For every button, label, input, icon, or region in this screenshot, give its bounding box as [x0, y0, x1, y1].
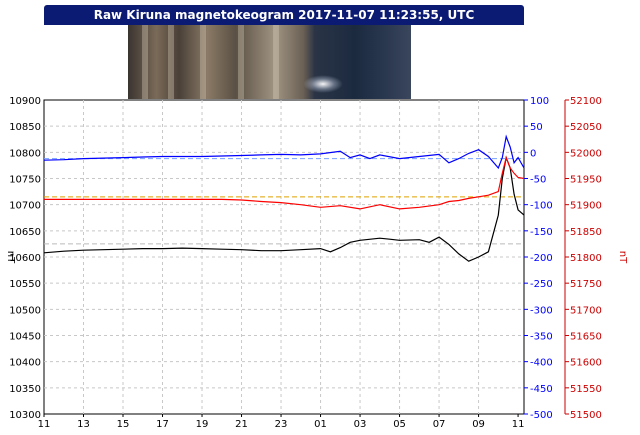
- right-red-tick-label: 52050: [570, 122, 602, 133]
- keogram-image: [128, 25, 411, 99]
- right-red-tick-label: 51650: [570, 332, 602, 343]
- left-tick-label: 10600: [9, 253, 41, 264]
- keogram-streak: [273, 25, 279, 99]
- left-tick-label: 10450: [9, 332, 41, 343]
- right-red-tick-label: 51850: [570, 227, 602, 238]
- left-tick-label: 10550: [9, 279, 41, 290]
- x-tick-label: 03: [354, 419, 367, 430]
- left-tick-label: 10750: [9, 175, 41, 186]
- x-tick-label: 19: [196, 419, 209, 430]
- left-tick-label: 10500: [9, 305, 41, 316]
- left-axis-label: nT: [5, 251, 16, 264]
- right-blue-tick-label: -250: [530, 279, 553, 290]
- x-tick-label: 01: [314, 419, 327, 430]
- right-blue-tick-label: -450: [530, 384, 553, 395]
- right-blue-tick-label: 100: [530, 96, 549, 107]
- x-tick-label: 07: [433, 419, 446, 430]
- left-tick-label: 10300: [9, 410, 41, 421]
- keogram-streak: [200, 25, 206, 99]
- x-tick-label: 11: [38, 419, 51, 430]
- right-blue-tick-label: -300: [530, 305, 553, 316]
- right-red-tick-label: 52100: [570, 96, 602, 107]
- right-blue-tick-label: -100: [530, 201, 553, 212]
- x-tick-label: 17: [156, 419, 169, 430]
- axes: 10900 100 52100 10850 50 52050 10800 0 52000 1075…: [5, 96, 628, 430]
- data-series: [43, 134, 525, 262]
- right-blue-tick-label: 50: [530, 122, 543, 133]
- series-line-left: [43, 155, 525, 262]
- left-tick-label: 10650: [9, 227, 41, 238]
- right-red-tick-label: 51750: [570, 279, 602, 290]
- right-blue-tick-label: -150: [530, 227, 553, 238]
- x-tick-label: 23: [275, 419, 288, 430]
- right-red-tick-label: 51900: [570, 201, 602, 212]
- left-tick-label: 10850: [9, 122, 41, 133]
- right-red-tick-label: 51700: [570, 305, 602, 316]
- keogram-streak: [238, 25, 244, 99]
- left-tick-label: 10900: [9, 96, 41, 107]
- right-red-tick-label: 52000: [570, 148, 602, 159]
- keogram-glow: [303, 75, 343, 93]
- right-red-axis-label: nT: [617, 251, 628, 264]
- x-tick-label: 11: [512, 419, 525, 430]
- keogram-streak: [142, 25, 148, 99]
- right-blue-tick-label: -400: [530, 358, 553, 369]
- keogram-streak: [168, 25, 174, 99]
- right-red-tick-label: 51600: [570, 358, 602, 369]
- right-blue-tick-label: -200: [530, 253, 553, 264]
- x-tick-label: 05: [393, 419, 406, 430]
- chart-title: Raw Kiruna magnetokeogram 2017-11-07 11:…: [44, 5, 524, 25]
- right-red-tick-label: 51550: [570, 384, 602, 395]
- right-red-tick-label: 51800: [570, 253, 602, 264]
- x-tick-label: 13: [77, 419, 90, 430]
- right-blue-tick-label: 0: [530, 148, 536, 159]
- series-line-right_blue: [43, 134, 525, 170]
- x-tick-label: 09: [472, 419, 485, 430]
- right-blue-tick-label: -350: [530, 332, 553, 343]
- x-tick-label: 15: [117, 419, 130, 430]
- series-line-right_red: [44, 155, 525, 210]
- grid-lines: [44, 100, 524, 414]
- right-blue-tick-label: -500: [530, 410, 553, 421]
- left-tick-label: 10400: [9, 358, 41, 369]
- x-tick-label: 21: [235, 419, 248, 430]
- left-tick-label: 10800: [9, 148, 41, 159]
- right-red-tick-label: 51950: [570, 175, 602, 186]
- left-tick-label: 10350: [9, 384, 41, 395]
- right-red-tick-label: 51500: [570, 410, 602, 421]
- right-blue-tick-label: -50: [530, 175, 546, 186]
- left-tick-label: 10700: [9, 201, 41, 212]
